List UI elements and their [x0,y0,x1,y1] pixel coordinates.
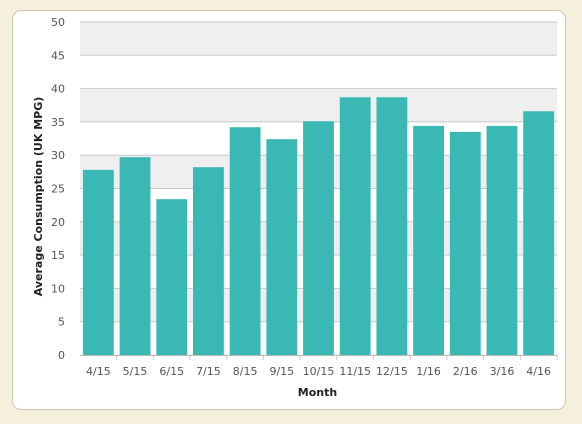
plot-band [80,88,557,122]
x-tick-label: 10/15 [303,365,335,378]
x-tick-labels: 4/15 5/15 6/15 7/15 8/15 9/15 10/15 11/15 12/15 1… [86,355,558,378]
x-tick-label: 3/16 [490,365,515,378]
y-tick-label: 5 [58,316,65,329]
y-tick-label: 0 [58,349,65,362]
x-tick-label: 9/15 [269,365,294,378]
y-tick-label: 10 [51,282,65,295]
x-tick-label: 12/15 [376,365,408,378]
bar [339,97,371,356]
bar [266,139,298,355]
x-tick-label: 6/15 [159,365,184,378]
bar [449,131,481,355]
bar [303,121,334,355]
y-axis-title: Average Consumption (UK MPG) [32,97,45,297]
bar [119,157,151,355]
bars [82,97,555,356]
bar [413,125,444,356]
y-tick-label: 45 [51,49,65,62]
y-tick-labels: 0 5 10 15 20 25 30 35 40 45 50 [51,16,65,362]
x-tick-label: 7/15 [196,365,221,378]
plot-band [80,22,557,56]
bar [82,169,114,355]
y-tick-label: 15 [51,249,65,262]
x-tick-label: 1/16 [416,365,441,378]
y-tick-label: 25 [51,183,65,196]
y-tick-label: 30 [51,149,65,162]
bar [376,97,408,356]
x-tick-label: 8/15 [233,365,258,378]
bar [486,125,518,356]
x-tick-label: 5/15 [123,365,148,378]
bar [229,127,261,355]
y-tick-label: 20 [51,216,65,229]
y-tick-label: 50 [51,16,65,29]
x-tick-label: 11/15 [339,365,371,378]
x-tick-label: 4/15 [86,365,111,378]
bar [156,199,188,355]
bar [523,111,555,355]
x-axis-title: Month [298,386,337,399]
x-tick-label: 4/16 [526,365,551,378]
x-tick-label: 2/16 [453,365,478,378]
y-tick-label: 40 [51,83,65,96]
y-tick-label: 35 [51,116,65,129]
bar [193,167,224,355]
